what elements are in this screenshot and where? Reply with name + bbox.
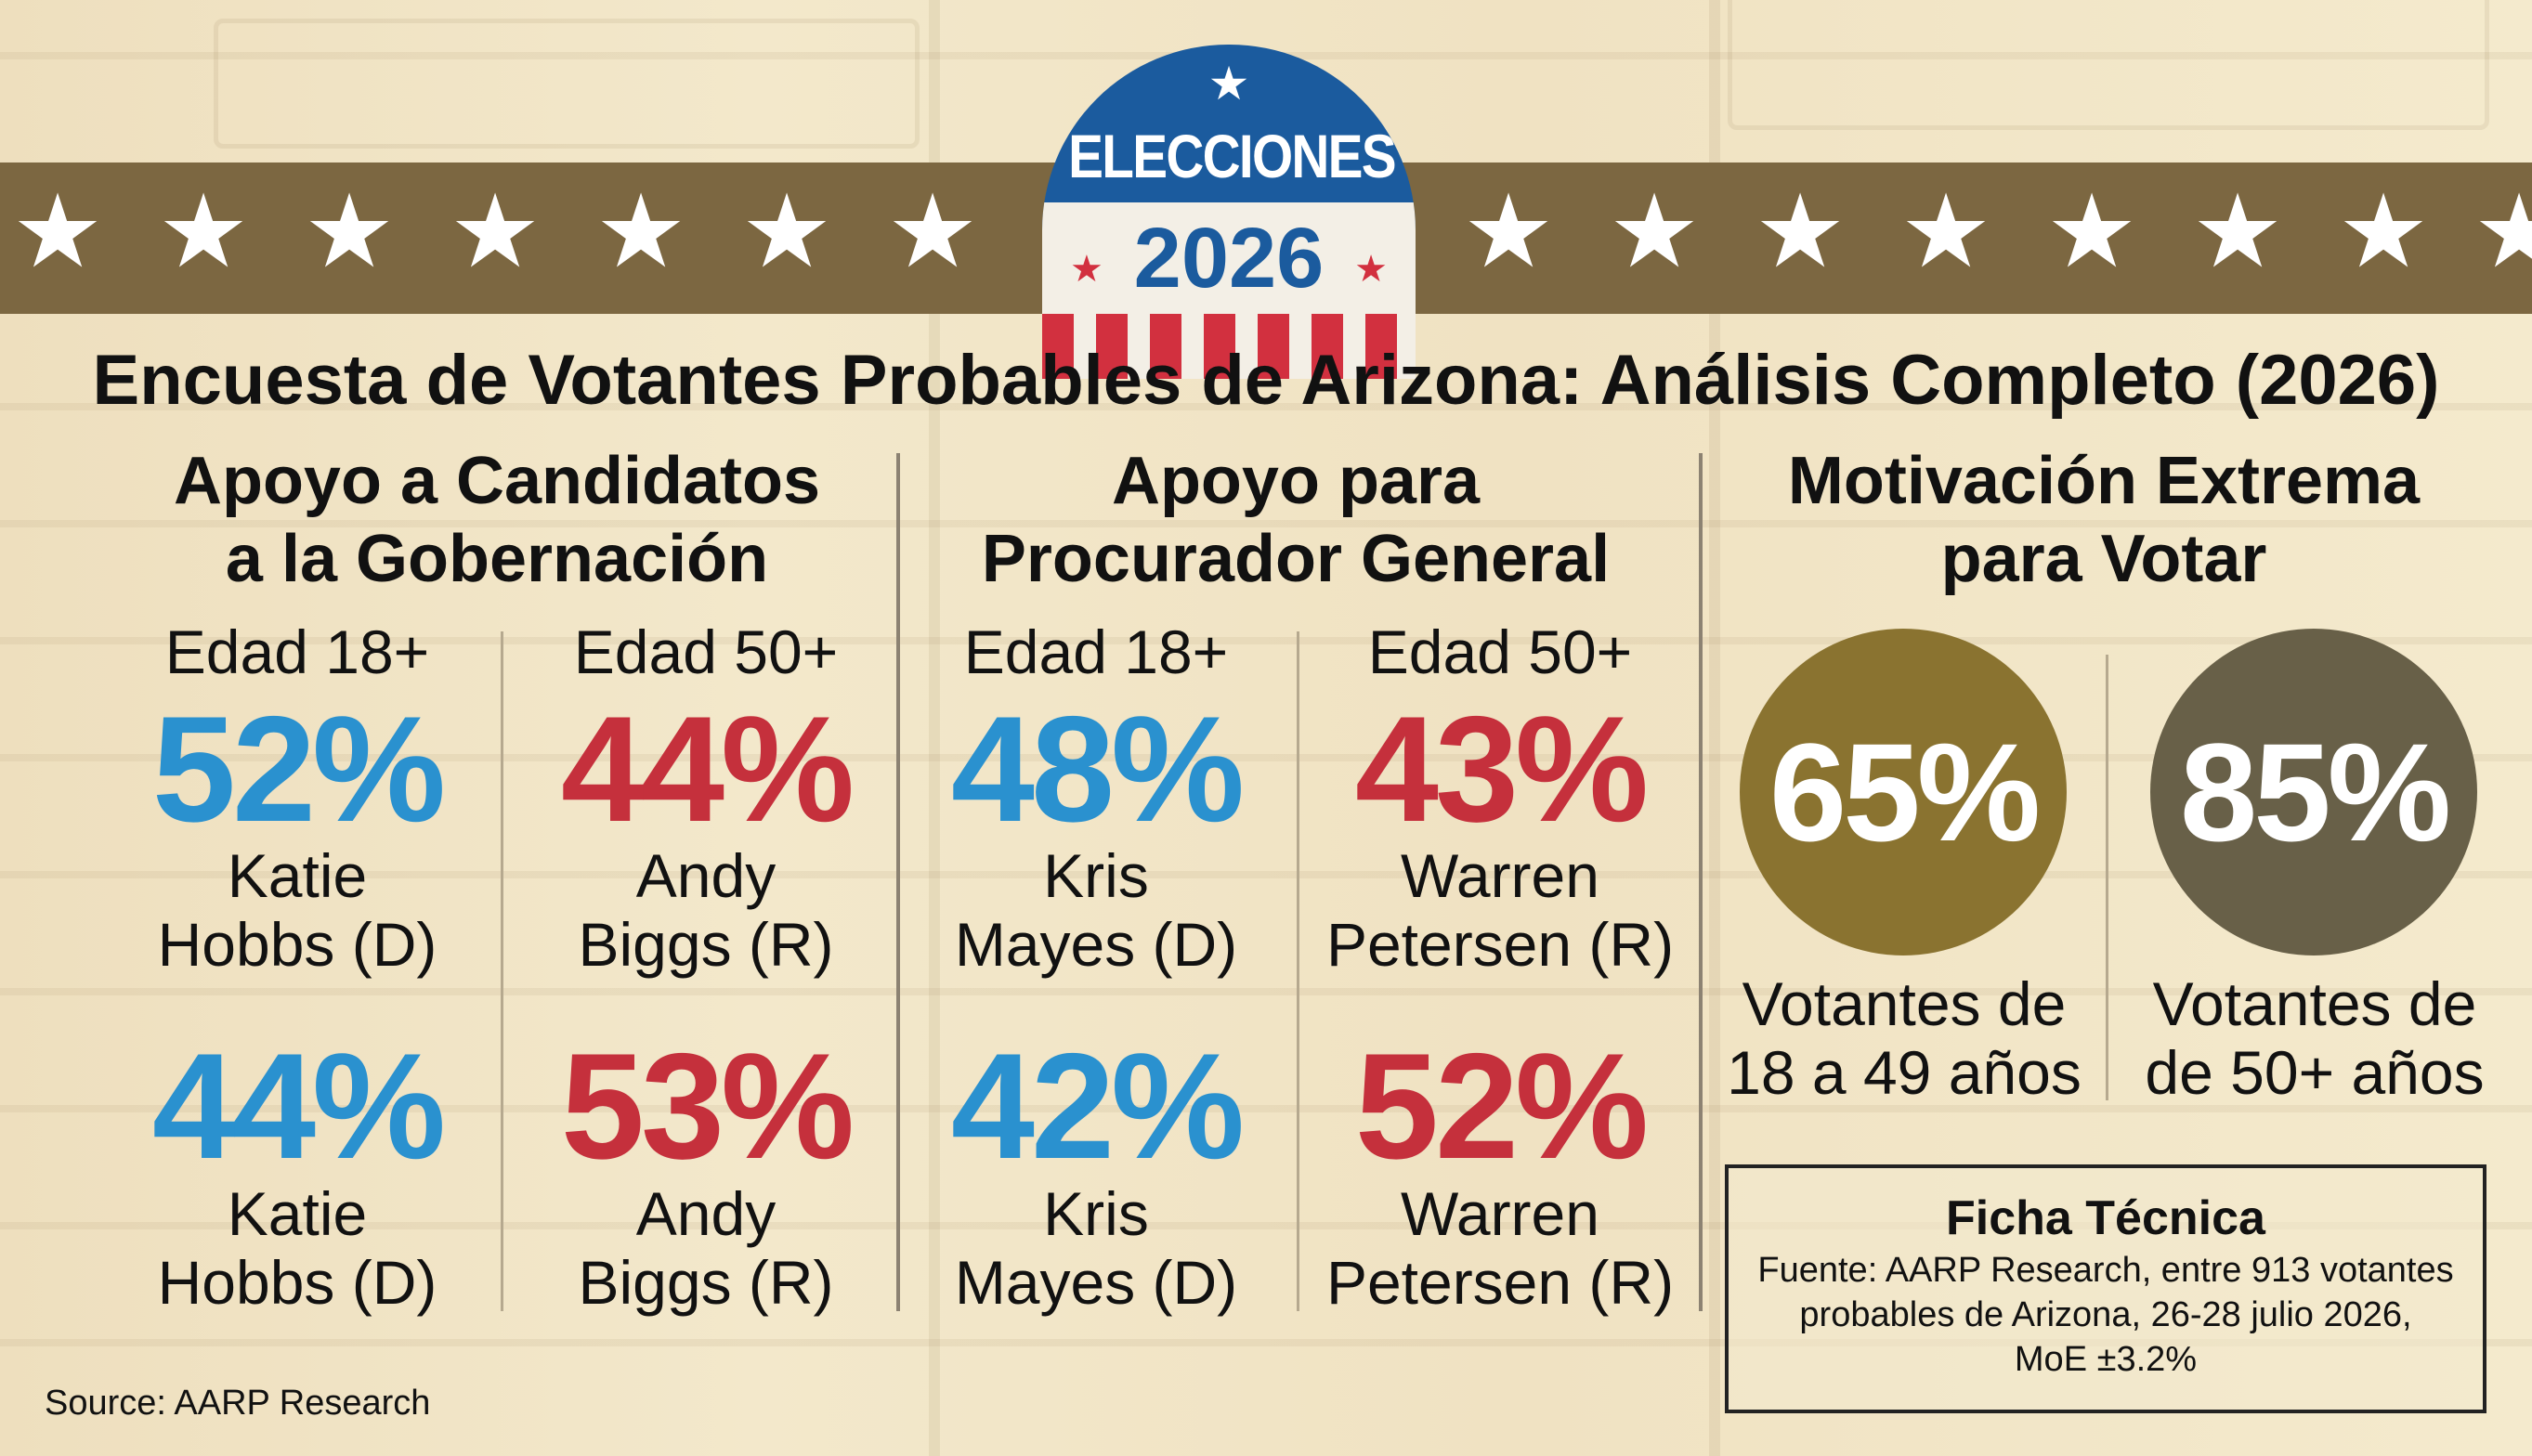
biggs-percent-row2: 53% bbox=[560, 1022, 855, 1190]
column-divider bbox=[501, 631, 503, 1311]
motivation-percent: 85% bbox=[2179, 713, 2451, 870]
motivation-label-line: de 50+ años bbox=[2145, 1038, 2485, 1107]
section-title-line: Motivación Extrema bbox=[1787, 444, 2421, 518]
motivation-label: Votantes de 18 a 49 años bbox=[1700, 969, 2108, 1107]
star-icon: ★ bbox=[449, 172, 542, 291]
motivation-percent: 65% bbox=[1768, 713, 2041, 870]
motivation-label-line: Votantes de bbox=[2152, 969, 2477, 1038]
section-divider bbox=[896, 453, 900, 1311]
star-icon: ★ bbox=[2045, 172, 2138, 291]
source-note: Source: AARP Research bbox=[45, 1384, 431, 1423]
section-title-line: para Votar bbox=[1940, 522, 2267, 596]
logo-title: ELECCIONES bbox=[1068, 122, 1397, 190]
star-icon: ★ bbox=[2191, 172, 2284, 291]
age-label-18: Edad 18+ bbox=[164, 618, 430, 686]
ficha-line: MoE ±3.2% bbox=[2014, 1340, 2198, 1379]
candidate-last-name: Mayes (D) bbox=[954, 910, 1238, 979]
candidate-name: Kris Mayes (D) bbox=[864, 1179, 1328, 1317]
page-title: Encuesta de Votantes Probables de Arizon… bbox=[92, 341, 2440, 420]
ficha-line: probables de Arizona, 26-28 julio 2026, bbox=[1799, 1295, 2412, 1334]
column-divider bbox=[1297, 631, 1299, 1311]
candidate-first-name: Kris bbox=[1043, 1179, 1149, 1248]
candidate-name: Warren Petersen (R) bbox=[1268, 1179, 1732, 1317]
star-icon: ★ bbox=[1754, 172, 1847, 291]
star-icon: ★ bbox=[2473, 172, 2532, 291]
section-title-line: Apoyo a Candidatos bbox=[173, 444, 821, 518]
attorney-section-title: Apoyo para Procurador General bbox=[887, 442, 1704, 598]
motivation-circle-older: 85% bbox=[2150, 629, 2477, 956]
candidate-last-name: Hobbs (D) bbox=[157, 910, 437, 979]
candidate-last-name: Petersen (R) bbox=[1325, 1248, 1675, 1317]
background-decoration bbox=[1728, 0, 2489, 130]
candidate-name: Warren Petersen (R) bbox=[1268, 841, 1732, 979]
petersen-percent-row2: 52% bbox=[1354, 1022, 1649, 1190]
star-icon: ★ bbox=[1354, 248, 1388, 291]
candidate-first-name: Katie bbox=[227, 841, 368, 910]
mayes-18-percent: 48% bbox=[950, 685, 1245, 853]
candidate-name: Kris Mayes (D) bbox=[864, 841, 1328, 979]
star-icon: ★ bbox=[1207, 57, 1250, 110]
mayes-percent-row2: 42% bbox=[950, 1022, 1245, 1190]
star-banner: ★ ★ ★ ★ ★ ★ ★ ★ ★ ★ ★ ★ ★ ★ ★ bbox=[0, 162, 2532, 314]
motivation-circle-young: 65% bbox=[1740, 629, 2067, 956]
hobbs-percent-row2: 44% bbox=[151, 1022, 446, 1190]
star-icon: ★ bbox=[303, 172, 396, 291]
candidate-name: Andy Biggs (R) bbox=[474, 1179, 938, 1317]
section-title-line: a la Gobernación bbox=[225, 522, 769, 596]
logo-white-band bbox=[1042, 202, 1416, 314]
ficha-line: Fuente: AARP Research, entre 913 votante… bbox=[1757, 1251, 2454, 1290]
candidate-first-name: Warren bbox=[1401, 841, 1599, 910]
logo-stripes bbox=[1042, 314, 1416, 379]
motivation-label-line: 18 a 49 años bbox=[1727, 1038, 2082, 1107]
hobbs-18-percent: 52% bbox=[151, 685, 446, 853]
ficha-title: Ficha Técnica bbox=[1946, 1191, 2265, 1245]
section-title-line: Apoyo para bbox=[1111, 444, 1481, 518]
candidate-last-name: Hobbs (D) bbox=[157, 1248, 437, 1317]
star-icon: ★ bbox=[11, 172, 104, 291]
candidate-last-name: Biggs (R) bbox=[578, 1248, 834, 1317]
background-decoration bbox=[1709, 0, 1720, 1456]
candidate-name: Katie Hobbs (D) bbox=[65, 841, 529, 979]
motivation-section-title: Motivación Extrema para Votar bbox=[1704, 442, 2503, 598]
candidate-first-name: Katie bbox=[227, 1179, 368, 1248]
section-divider bbox=[1699, 453, 1703, 1311]
biggs-50-percent: 44% bbox=[560, 685, 855, 853]
age-label-50: Edad 50+ bbox=[1367, 618, 1633, 686]
section-title-line: Procurador General bbox=[981, 522, 1611, 596]
motivation-label-line: Votantes de bbox=[1742, 969, 2067, 1038]
column-divider bbox=[2106, 655, 2108, 1100]
star-icon: ★ bbox=[1608, 172, 1701, 291]
star-icon: ★ bbox=[594, 172, 687, 291]
age-label-50: Edad 50+ bbox=[573, 618, 839, 686]
star-icon: ★ bbox=[157, 172, 250, 291]
candidate-first-name: Andy bbox=[635, 841, 777, 910]
star-icon: ★ bbox=[1070, 248, 1103, 291]
candidate-first-name: Warren bbox=[1401, 1179, 1599, 1248]
star-icon: ★ bbox=[740, 172, 833, 291]
background-decoration bbox=[214, 19, 920, 149]
ficha-tecnica-box: Ficha Técnica Fuente: AARP Research, ent… bbox=[1725, 1164, 2486, 1413]
candidate-first-name: Andy bbox=[635, 1179, 777, 1248]
candidate-name: Andy Biggs (R) bbox=[474, 841, 938, 979]
motivation-label: Votantes de de 50+ años bbox=[2110, 969, 2519, 1107]
star-icon: ★ bbox=[2337, 172, 2430, 291]
logo-year: 2026 bbox=[1133, 211, 1325, 306]
governor-section-title: Apoyo a Candidatos a la Gobernación bbox=[56, 442, 938, 598]
star-icon: ★ bbox=[1899, 172, 1992, 291]
candidate-last-name: Petersen (R) bbox=[1325, 910, 1675, 979]
star-icon: ★ bbox=[1462, 172, 1555, 291]
candidate-name: Katie Hobbs (D) bbox=[65, 1179, 529, 1317]
age-label-18: Edad 18+ bbox=[963, 618, 1229, 686]
star-icon: ★ bbox=[886, 172, 979, 291]
petersen-50-percent: 43% bbox=[1354, 685, 1649, 853]
elecciones-logo: ★ ELECCIONES ★ 2026 ★ bbox=[1042, 45, 1416, 379]
candidate-last-name: Mayes (D) bbox=[954, 1248, 1238, 1317]
candidate-last-name: Biggs (R) bbox=[578, 910, 834, 979]
background-decoration bbox=[929, 0, 940, 1456]
candidate-first-name: Kris bbox=[1043, 841, 1149, 910]
